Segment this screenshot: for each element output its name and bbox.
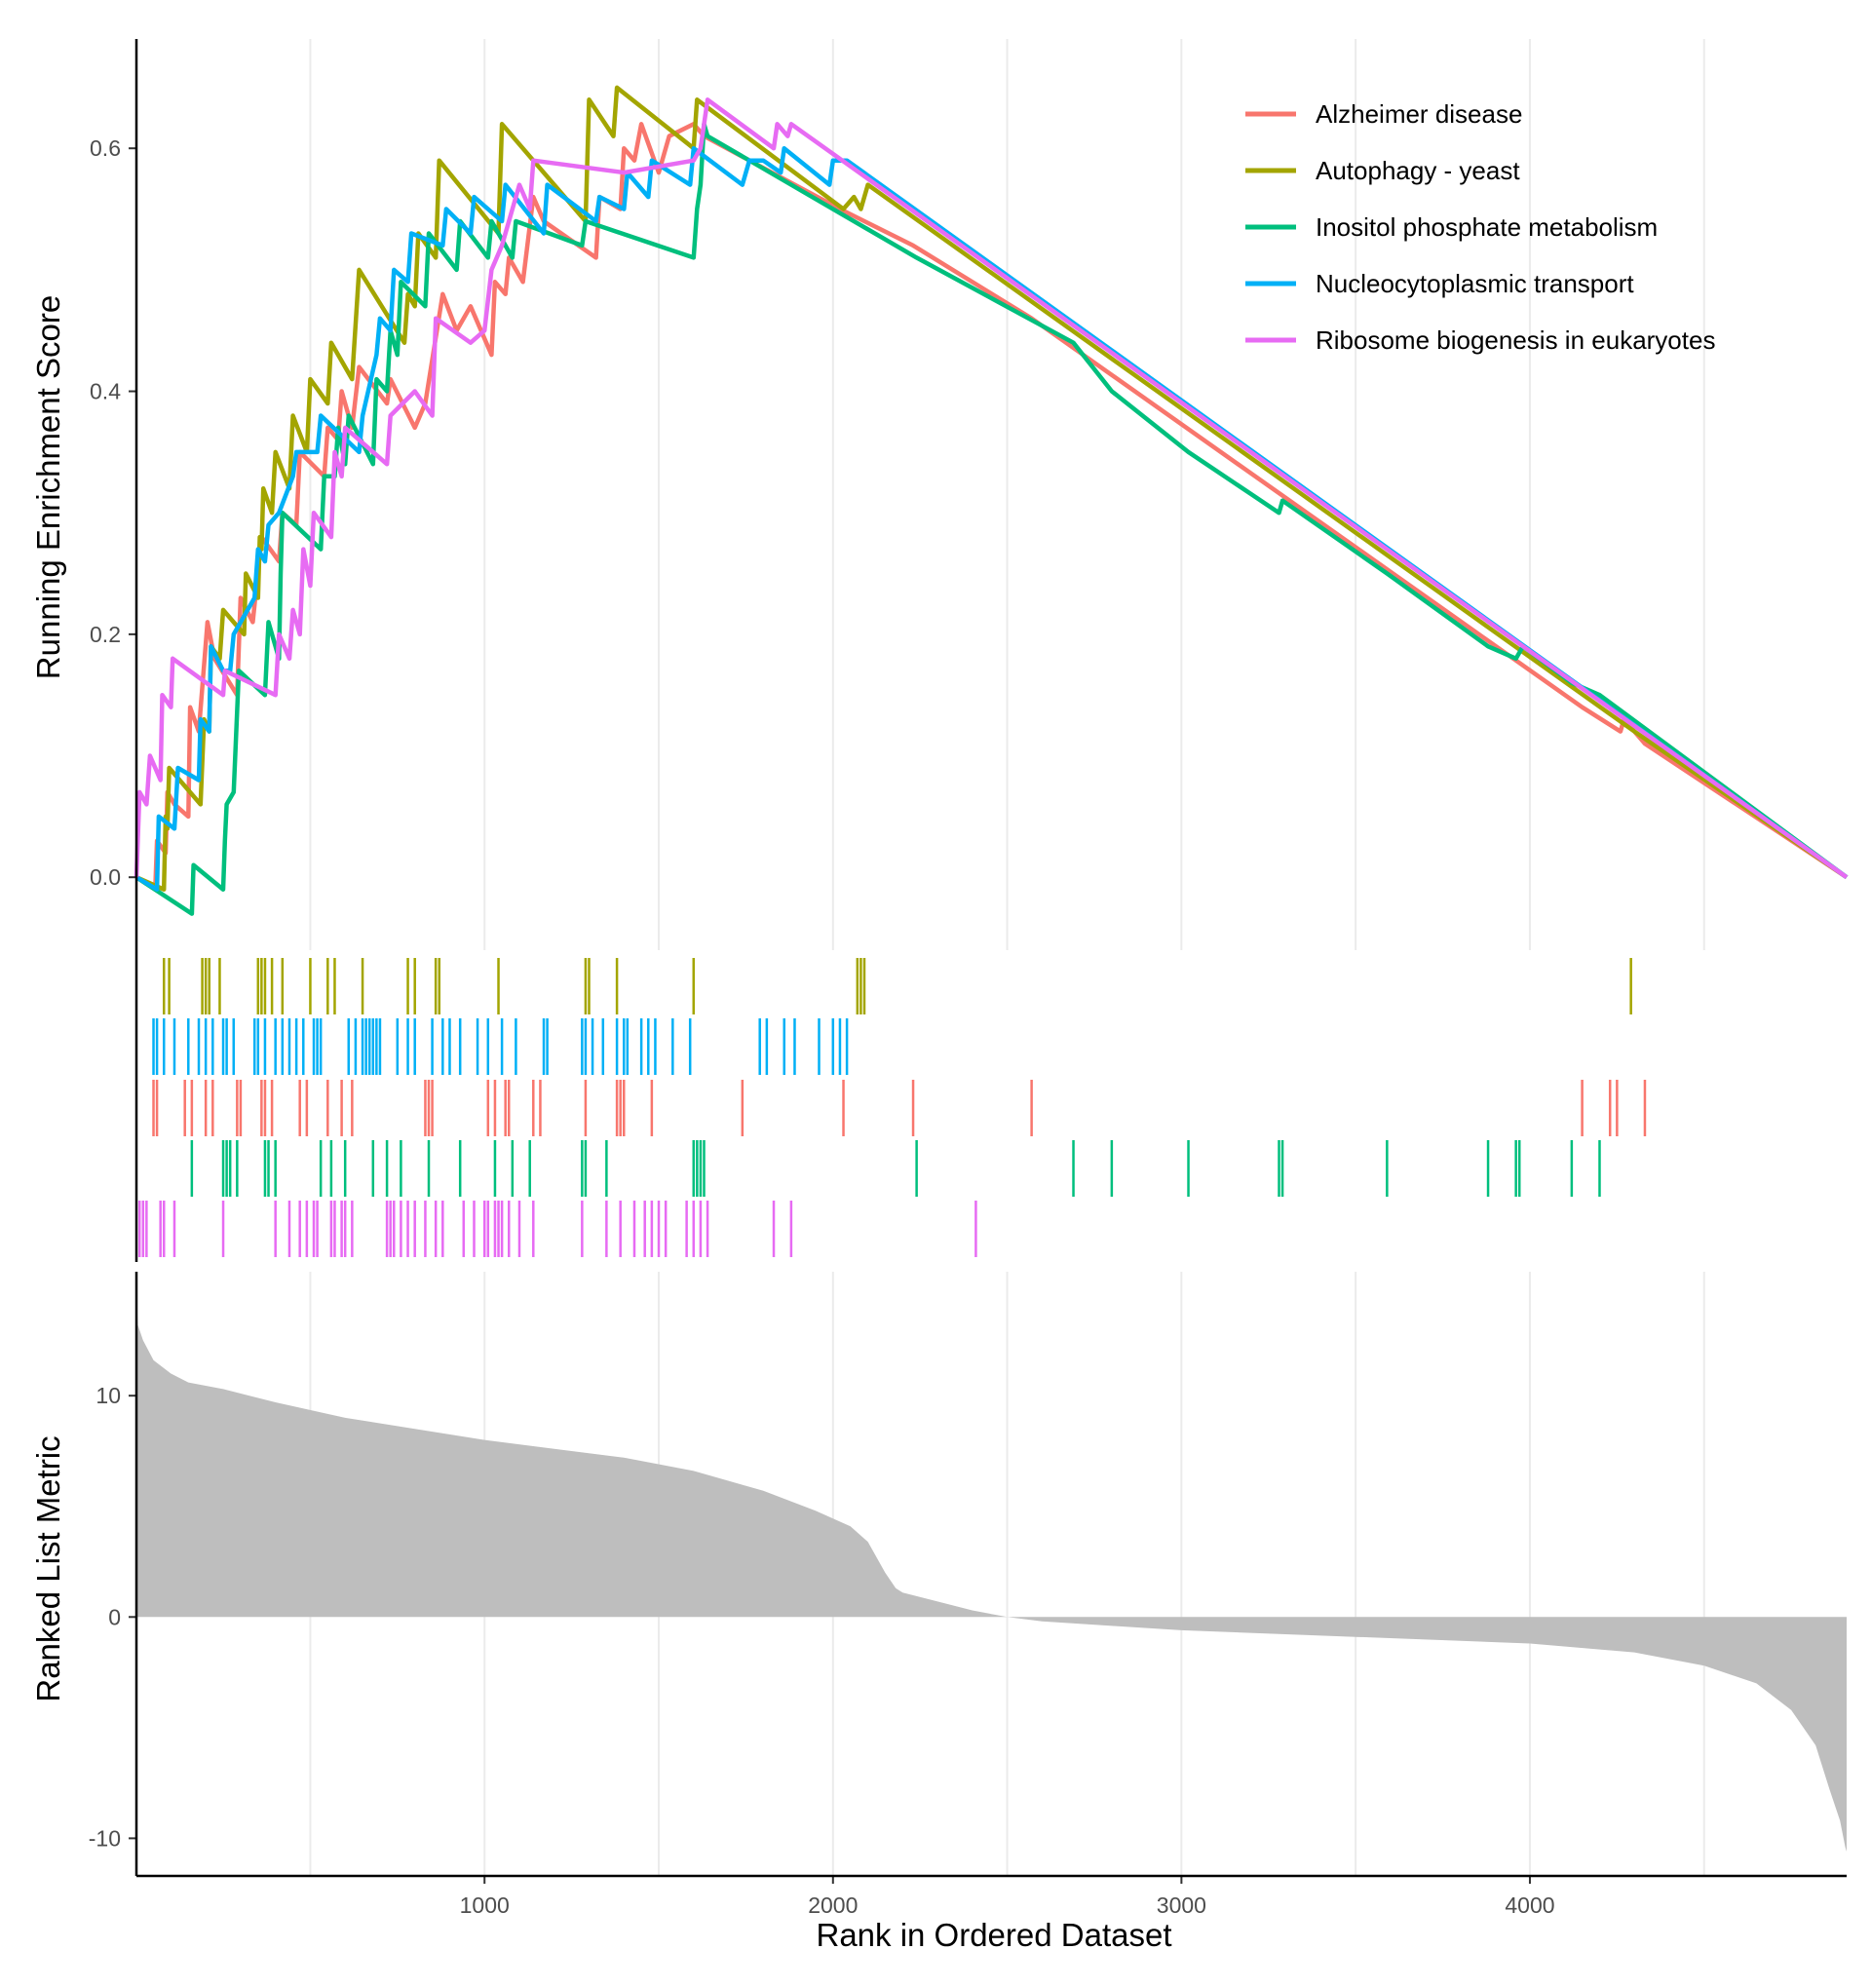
rug-marks: [137, 958, 1647, 1257]
legend-label-2: Inositol phosphate metabolism: [1316, 212, 1658, 242]
rank-y-axis-title: Ranked List Metric: [30, 1435, 66, 1701]
rank-x-ticks: 1000 2000 3000 4000: [460, 1876, 1555, 1918]
rank-y-tick-label: -10: [89, 1825, 121, 1851]
ranked-list-panel: -10 0 10 1000 2000 3000 4000 Ranked List Metr…: [30, 1272, 1847, 1953]
x-tick-label: 2000: [808, 1892, 858, 1918]
x-tick-label: 4000: [1505, 1892, 1554, 1918]
gene-hit-rug-panel: [134, 950, 1647, 1262]
es-line-ribosome-biogenesis-in-eukaryotes: [134, 97, 1849, 880]
es-y-tick-label: 0.2: [90, 622, 121, 647]
x-tick-label: 1000: [460, 1892, 510, 1918]
es-line-nucleocytoplasmic-transport: [134, 145, 1849, 892]
legend-label-1: Autophagy - yeast: [1316, 156, 1520, 185]
es-line-inositol-phosphate-metabolism: [134, 122, 1849, 916]
rank-y-ticks: -10 0 10: [89, 1383, 136, 1851]
es-y-ticks: 0.0 0.2 0.4 0.6: [90, 135, 136, 890]
es-y-tick-label: 0.6: [90, 135, 121, 161]
es-gridlines: [309, 39, 1705, 950]
legend-label-3: Nucleocytoplasmic transport: [1316, 269, 1634, 298]
legend: Alzheimer disease Autophagy - yeast Inosit…: [1245, 99, 1715, 355]
rank-y-tick-label: 10: [95, 1383, 121, 1408]
legend-label-4: Ribosome biogenesis in eukaryotes: [1316, 325, 1715, 355]
x-axis-title: Rank in Ordered Dataset: [816, 1917, 1171, 1953]
es-y-axis-title: Running Enrichment Score: [30, 295, 66, 679]
es-y-tick-label: 0.0: [90, 864, 121, 890]
x-tick-label: 3000: [1157, 1892, 1206, 1918]
ranked-metric-area: [136, 1284, 1847, 1852]
es-series-lines: [134, 85, 1849, 916]
legend-label-0: Alzheimer disease: [1316, 99, 1522, 129]
es-y-tick-label: 0.4: [90, 379, 121, 404]
rank-y-tick-label: 0: [108, 1604, 121, 1629]
running-enrichment-panel: 0.0 0.2 0.4 0.6 Running Enrichment Score Al…: [30, 39, 1849, 950]
